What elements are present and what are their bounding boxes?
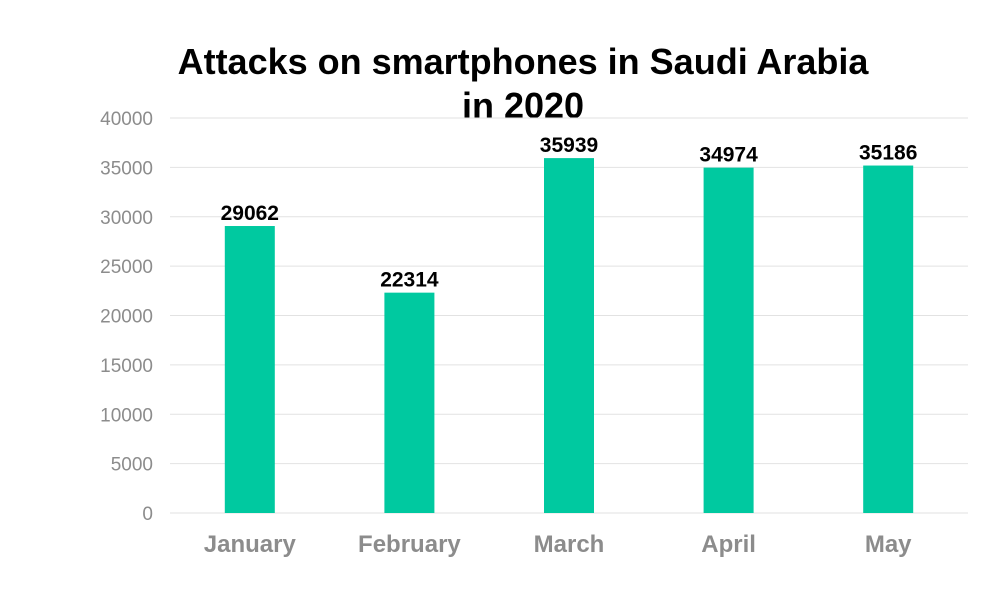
y-tick-label: 30000 (100, 208, 153, 229)
x-category-label: May (865, 531, 912, 558)
y-tick-label: 20000 (100, 307, 153, 328)
chart-title: Attacks on smartphones in Saudi Arabia i… (0, 40, 1000, 128)
x-axis-categories: January February March April May (204, 531, 912, 558)
bar-april (703, 167, 754, 513)
bar-may (863, 165, 914, 513)
x-category-label: April (701, 531, 756, 558)
data-label-march: 35939 (540, 134, 598, 157)
x-category-label: March (534, 531, 605, 558)
y-tick-label: 40000 (100, 109, 153, 130)
data-label-january: 29062 (221, 202, 279, 225)
data-label-february: 22314 (380, 269, 439, 292)
chart-title-line-2: in 2020 (461, 85, 585, 126)
bar-march (544, 158, 594, 514)
y-tick-label: 10000 (100, 405, 153, 426)
y-tick-label: 25000 (100, 257, 153, 278)
bars (224, 158, 914, 514)
bar-january (224, 226, 275, 513)
y-tick-label: 5000 (111, 455, 153, 476)
data-label-may: 35186 (859, 142, 917, 165)
y-axis-ticks: 0 5000 10000 15000 20000 25000 30000 35000 40000 (100, 109, 153, 525)
y-tick-label: 15000 (100, 356, 153, 377)
data-labels: 29062 22314 35939 34974 35186 (221, 134, 918, 292)
chart-title-line-1: Attacks on smartphones in Saudi Arabia (177, 41, 869, 82)
x-category-label: January (204, 531, 297, 558)
y-tick-label: 35000 (100, 158, 153, 179)
y-tick-label: 0 (142, 504, 153, 525)
bar-february (384, 292, 435, 513)
x-category-label: February (358, 531, 461, 558)
data-label-april: 34974 (699, 144, 758, 167)
